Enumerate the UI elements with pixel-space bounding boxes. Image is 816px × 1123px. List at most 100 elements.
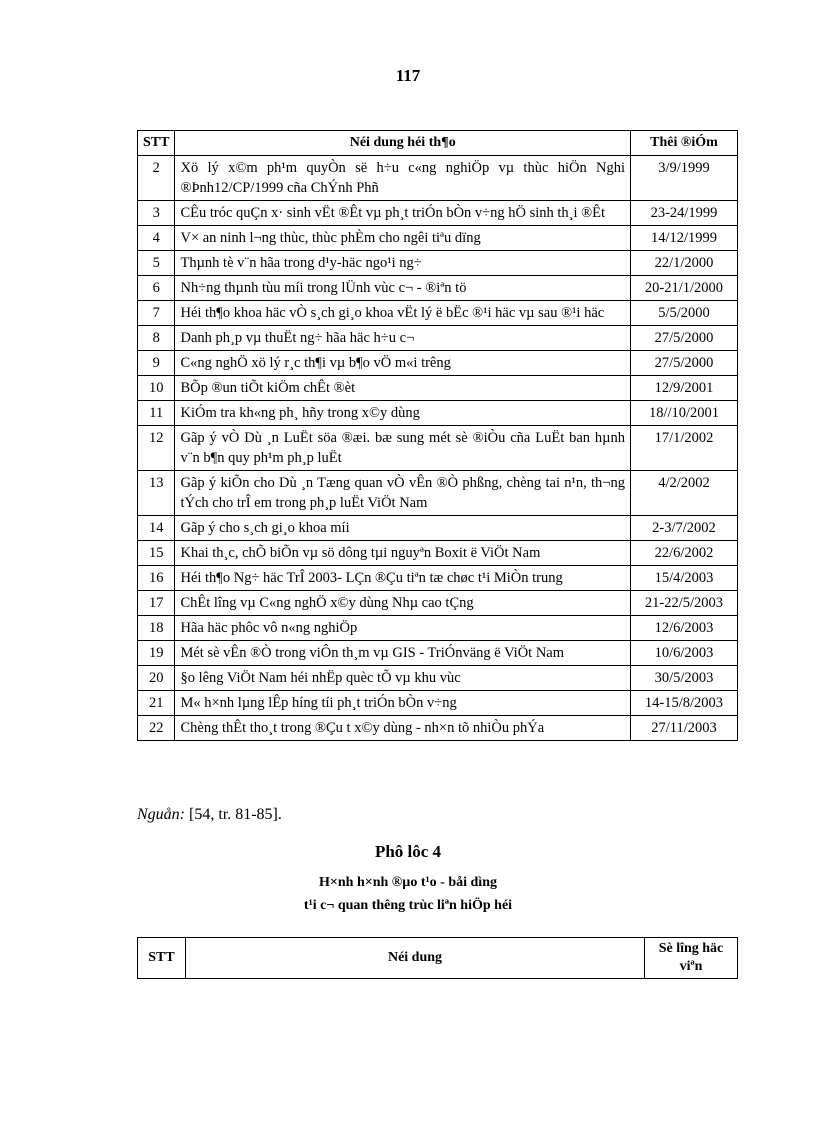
row-content: V× an ninh l­¬ng thùc, thùc phÈm cho ng­… [174,225,631,251]
row-content: Xö lý x©m ph¹m quyÒn së h÷u c«ng nghiÖp … [174,155,631,201]
row-stt: 11 [136,400,176,426]
row-date: 27/11/2003 [630,715,738,741]
table-row: 2 Xö lý x©m ph¹m quyÒn së h÷u c«ng nghiÖp… [136,155,738,201]
row-content: ChÊt l­îng vµ C«ng nghÖ x©y dùng Nhµ cao… [174,590,631,616]
header-stt: STT [137,937,186,979]
row-stt: 5 [136,250,176,276]
row-date: 21-22/5/2003 [630,590,738,616]
row-date: 12/6/2003 [630,615,738,641]
header-students: Sè l­îng häc viªn [644,937,738,979]
table-row: 22 Chèng thÊt tho¸t trong ®Çu t­ x©y dùng… [136,715,738,741]
header-stt: STT [136,130,176,156]
row-stt: 17 [136,590,176,616]
row-stt: 22 [136,715,176,741]
row-stt: 18 [136,615,176,641]
row-content: Héi th¶o khoa häc vÒ s¸ch gi¸o khoa vËt … [174,300,631,326]
row-content: Héi th¶o Ng÷ häc TrÎ 2003- LÇn ®Çu tiªn … [174,565,631,591]
row-content: Gãp ý cho s¸ch gi¸o khoa míi [174,515,631,541]
row-date: 27/5/2000 [630,325,738,351]
row-date: 17/1/2002 [630,425,738,471]
row-stt: 15 [136,540,176,566]
row-date: 27/5/2000 [630,350,738,376]
table-row: 14 Gãp ý cho s¸ch gi¸o khoa míi 2-3/7/2002 [136,515,738,541]
source-note: Nguån: [54, tr. 81-85]. [137,806,282,824]
row-date: 5/5/2000 [630,300,738,326]
row-stt: 19 [136,640,176,666]
source-text: [54, tr. 81-85]. [185,806,282,823]
table-row: 5 Thµnh tè v¨n hãa trong d¹y-häc ngo¹i ng… [136,250,738,276]
row-date: 14/12/1999 [630,225,738,251]
row-date: 2-3/7/2002 [630,515,738,541]
row-content: Nh÷ng thµnh tùu míi trong lÜnh vùc c¬ - … [174,275,631,301]
table-row: 18 Hãa häc phôc vô n«ng nghiÖp 12/6/2003 [136,615,738,641]
table-header-row: STT Néi dung Sè l­îng häc viªn [137,937,738,979]
row-content: Khai th¸c, chÕ biÕn vµ sö dông tµi nguyª… [174,540,631,566]
row-content: BÕp ®un tiÕt kiÖm chÊt ®èt [174,375,631,401]
row-date: 30/5/2003 [630,665,738,691]
events-table: STT Néi dung héi th¶o Thêi ®iÓm 2 Xö lý x… [136,130,738,741]
row-stt: 20 [136,665,176,691]
header-content: Néi dung héi th¶o [174,130,631,156]
row-date: 4/2/2002 [630,470,738,516]
table-row: 3 CÊu tróc quÇn x· sinh vËt ®Êt vµ ph¸t t… [136,200,738,226]
row-date: 3/9/1999 [630,155,738,201]
row-content: Chèng thÊt tho¸t trong ®Çu t­ x©y dùng -… [174,715,631,741]
header-date: Thêi ®iÓm [630,130,738,156]
row-date: 12/9/2001 [630,375,738,401]
table-row: 9 C«ng nghÖ xö lý r¸c th¶i vµ b¶o vÖ m«i … [136,350,738,376]
training-table: STT Néi dung Sè l­îng häc viªn [137,937,738,979]
row-date: 23-24/1999 [630,200,738,226]
row-date: 14-15/8/2003 [630,690,738,716]
appendix-subtitle-line2: t¹i c¬ quan th­êng trùc liªn hiÖp héi [303,898,513,913]
row-content: §o l­êng ViÖt Nam héi nhËp quèc tÕ vµ kh… [174,665,631,691]
table-row: 20 §o l­êng ViÖt Nam héi nhËp quèc tÕ vµ … [136,665,738,691]
row-date: 18//10/2001 [630,400,738,426]
row-stt: 7 [136,300,176,326]
row-content: CÊu tróc quÇn x· sinh vËt ®Êt vµ ph¸t tr… [174,200,631,226]
row-date: 15/4/2003 [630,565,738,591]
table-row: 7 Héi th¶o khoa häc vÒ s¸ch gi¸o khoa vËt… [136,300,738,326]
row-stt: 3 [136,200,176,226]
row-content: KiÓm tra kh«ng ph¸ hñy trong x©y dùng [174,400,631,426]
table-header-row: STT Néi dung héi th¶o Thêi ®iÓm [136,130,738,156]
table-row: 12 Gãp ý vÒ Dù ¸n LuËt söa ®æi. bæ sung m… [136,425,738,471]
table-row: 17 ChÊt l­îng vµ C«ng nghÖ x©y dùng Nhµ c… [136,590,738,616]
row-stt: 14 [136,515,176,541]
table-row: 11 KiÓm tra kh«ng ph¸ hñy trong x©y dùng 1… [136,400,738,426]
row-content: Thµnh tè v¨n hãa trong d¹y-häc ngo¹i ng÷ [174,250,631,276]
row-stt: 2 [136,155,176,201]
table-row: 8 Danh ph¸p vµ thuËt ng÷ hãa häc h÷u c¬ 27… [136,325,738,351]
row-content: C«ng nghÖ xö lý r¸c th¶i vµ b¶o vÖ m«i t… [174,350,631,376]
source-label: Nguån: [137,806,185,823]
row-content: Danh ph¸p vµ thuËt ng÷ hãa häc h÷u c¬ [174,325,631,351]
row-date: 22/6/2002 [630,540,738,566]
table-row: 4 V× an ninh l­¬ng thùc, thùc phÈm cho ng… [136,225,738,251]
page-number: 117 [395,66,421,85]
table-row: 13 Gãp ý kiÕn cho Dù ¸n Tæng quan vÒ vÊn … [136,470,738,516]
row-content: Gãp ý vÒ Dù ¸n LuËt söa ®æi. bæ sung mét… [174,425,631,471]
header-content: Néi dung [185,937,645,979]
row-stt: 6 [136,275,176,301]
table-row: 21 M« h×nh lµng lÊp h­íng tíi ph¸t triÓn … [136,690,738,716]
row-content: Hãa häc phôc vô n«ng nghiÖp [174,615,631,641]
appendix-subtitle-line1: H×nh h×nh ®µo t¹o - båi d­ìng [319,875,497,890]
row-content: Gãp ý kiÕn cho Dù ¸n Tæng quan vÒ vÊn ®Ò… [174,470,631,516]
row-content: M« h×nh lµng lÊp h­íng tíi ph¸t triÓn bÒ… [174,690,631,716]
row-stt: 8 [136,325,176,351]
row-stt: 4 [136,225,176,251]
table-row: 6 Nh÷ng thµnh tùu míi trong lÜnh vùc c¬ -… [136,275,738,301]
row-date: 22/1/2000 [630,250,738,276]
row-date: 20-21/1/2000 [630,275,738,301]
row-stt: 16 [136,565,176,591]
table-row: 10 BÕp ®un tiÕt kiÖm chÊt ®èt 12/9/2001 [136,375,738,401]
row-stt: 21 [136,690,176,716]
row-date: 10/6/2003 [630,640,738,666]
table-row: 15 Khai th¸c, chÕ biÕn vµ sö dông tµi ngu… [136,540,738,566]
row-content: Mét sè vÊn ®Ò trong viÔn th¸m vµ GIS - T… [174,640,631,666]
row-stt: 10 [136,375,176,401]
row-stt: 13 [136,470,176,516]
table-row: 19 Mét sè vÊn ®Ò trong viÔn th¸m vµ GIS -… [136,640,738,666]
appendix-title: Phô lôc 4 [374,842,442,861]
row-stt: 12 [136,425,176,471]
row-stt: 9 [136,350,176,376]
